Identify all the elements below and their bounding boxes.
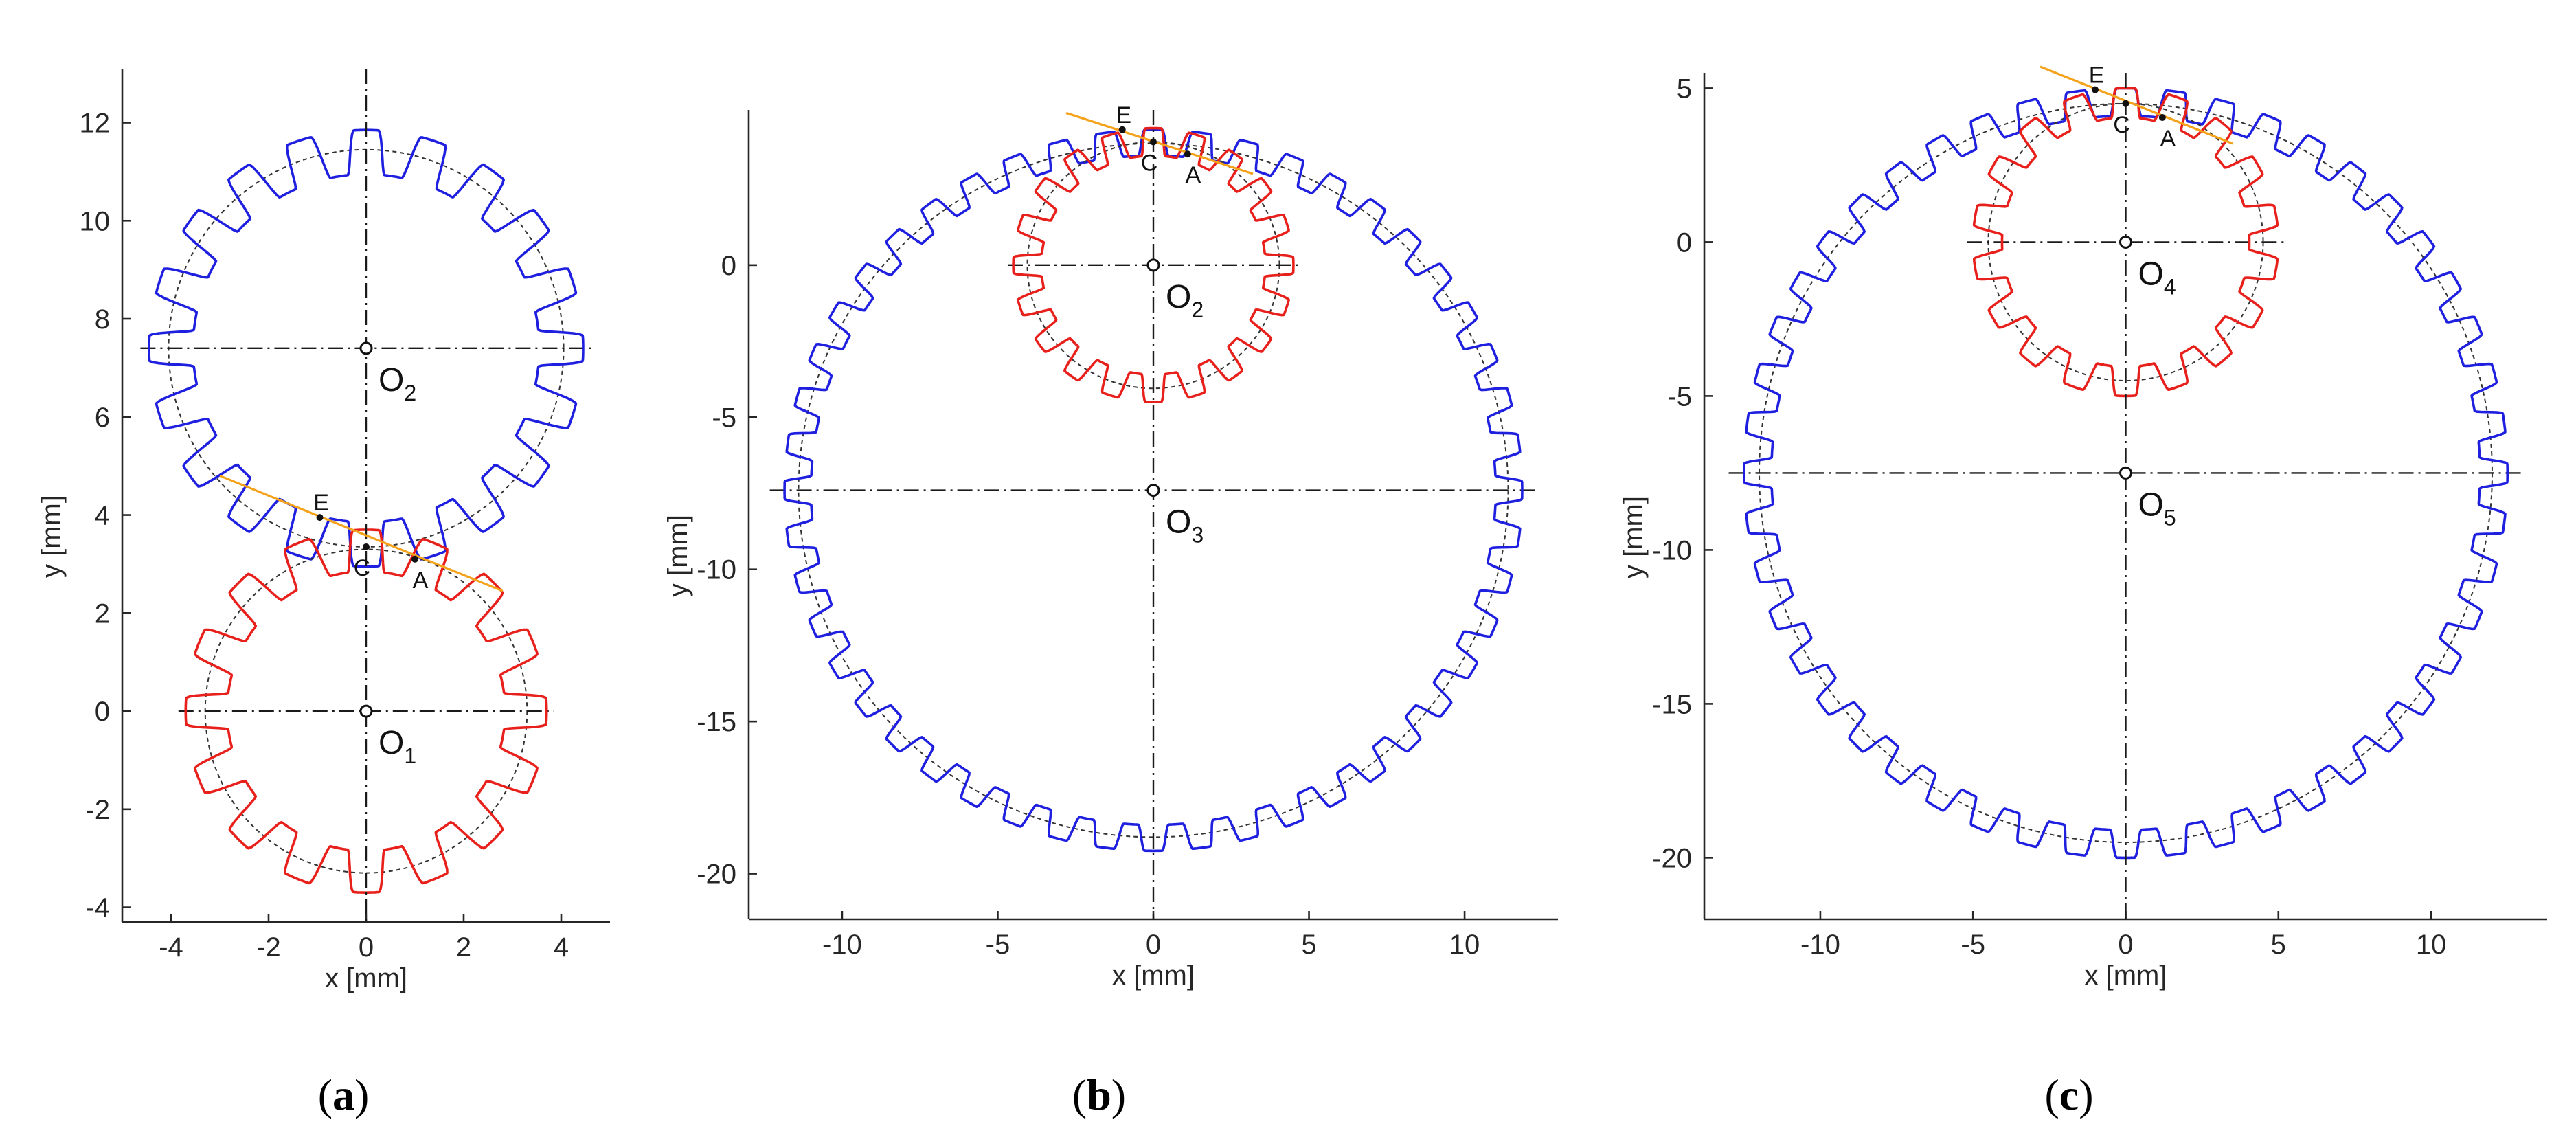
x-tick-label: 10 [1449, 930, 1480, 960]
x-tick-label: 2 [456, 932, 471, 963]
x-tick-label: 0 [1146, 930, 1161, 960]
center-o2-marker [359, 341, 373, 355]
y-tick-label: 4 [95, 501, 110, 531]
point-c-label: C [1141, 150, 1158, 177]
point-e-marker [316, 514, 324, 521]
point-c-label: C [354, 555, 371, 581]
center-o4-marker [2119, 235, 2132, 249]
y-tick-label: 12 [80, 109, 111, 139]
x-tick-label: 4 [554, 932, 569, 963]
x-tick-label: 5 [2271, 930, 2286, 960]
y-tick-label: 0 [1677, 227, 1692, 258]
y-axis-label: y [mm] [36, 495, 67, 578]
x-axis-label: x [mm] [325, 963, 407, 993]
point-a-marker [411, 555, 418, 563]
point-e-label: E [1116, 102, 1131, 128]
point-e-label: E [2089, 63, 2105, 89]
y-tick-label: 8 [95, 304, 110, 335]
panel-caption-c: (c) [2044, 1070, 2093, 1119]
y-axis-label: y [mm] [1618, 496, 1649, 578]
y-tick-label: 10 [80, 206, 111, 236]
center-o5-label: O5 [2138, 486, 2176, 530]
point-c-marker [2122, 100, 2129, 107]
point-a-label: A [2160, 126, 2176, 152]
line-of-action [1065, 111, 1254, 175]
y-tick-label: -15 [697, 707, 736, 737]
point-c-marker [363, 543, 370, 550]
gear-profile-red [1012, 126, 1295, 403]
x-tick-label: 0 [359, 932, 374, 963]
panel-c: -10 -5 0 5 10 -20 -15 -10 -5 0 5 x [mm] y [mm] EC A O4 O… [1618, 63, 2547, 1119]
y-tick-label: -2 [85, 795, 110, 825]
center-o1-label: O1 [379, 725, 416, 768]
x-tick-label: -10 [1800, 930, 1840, 960]
center-o2-label: O2 [379, 362, 416, 405]
point-c-label: C [2113, 112, 2130, 138]
center-o4-label: O4 [2138, 256, 2176, 299]
point-e-label: E [313, 490, 329, 516]
gear-profile-blue [148, 128, 585, 568]
y-tick-label: -5 [1667, 381, 1692, 412]
panel-b: -10 -5 0 5 10-20-15-10-50x [mm]y [mm]EC AO2O3… [663, 102, 1558, 1119]
panel-caption-b: (b) [1072, 1070, 1126, 1119]
point-a-label: A [1185, 162, 1201, 188]
y-tick-label: 5 [1677, 74, 1692, 104]
center-o5-marker [2119, 466, 2132, 480]
point-a-label: A [413, 568, 429, 594]
x-tick-label: -10 [822, 930, 862, 960]
y-tick-label: -5 [712, 403, 736, 433]
point-a-marker [1184, 150, 1191, 158]
x-axis-label: x [mm] [2085, 960, 2167, 991]
x-tick-label: 10 [2416, 930, 2447, 960]
point-c-marker [1150, 138, 1157, 146]
panel-a: -4 -2 0 2 4 -4 -2 0 2 4 6 8 10 12 x [mm] y [mm] E C A O2 O1 (… [36, 69, 610, 1119]
x-axis-label: x [mm] [1112, 960, 1195, 991]
center-o1-marker [359, 704, 373, 718]
point-e-marker [2092, 86, 2099, 93]
y-tick-label: -10 [697, 555, 736, 585]
center-o2-marker [1146, 258, 1160, 272]
gear-profile-blue [783, 128, 1524, 853]
y-tick-label: -20 [697, 859, 736, 890]
x-tick-label: 5 [1301, 930, 1316, 960]
y-tick-label: 2 [95, 598, 110, 629]
center-o3-marker [1146, 484, 1160, 497]
point-e-marker [1118, 126, 1126, 133]
point-a-marker [2158, 113, 2166, 121]
panel-caption-a: (a) [318, 1070, 370, 1119]
center-o3-label: O3 [1166, 504, 1204, 548]
x-tick-label: -4 [159, 932, 183, 963]
x-tick-label: 0 [2118, 930, 2133, 960]
y-tick-label: -20 [1652, 843, 1692, 873]
y-tick-label: -15 [1652, 689, 1692, 719]
y-tick-label: 0 [95, 697, 110, 727]
y-tick-label: 0 [721, 251, 736, 281]
y-axis-label: y [mm] [663, 515, 693, 597]
line-of-action [219, 474, 504, 592]
center-o2-label: O2 [1166, 279, 1204, 322]
y-tick-label: -10 [1652, 535, 1692, 565]
y-tick-label: 6 [95, 403, 110, 433]
line-of-action [2040, 65, 2233, 145]
y-tick-label: -4 [85, 893, 110, 923]
x-tick-label: -5 [986, 930, 1010, 960]
x-tick-label: -5 [1961, 930, 1985, 960]
x-tick-label: -2 [256, 932, 281, 963]
